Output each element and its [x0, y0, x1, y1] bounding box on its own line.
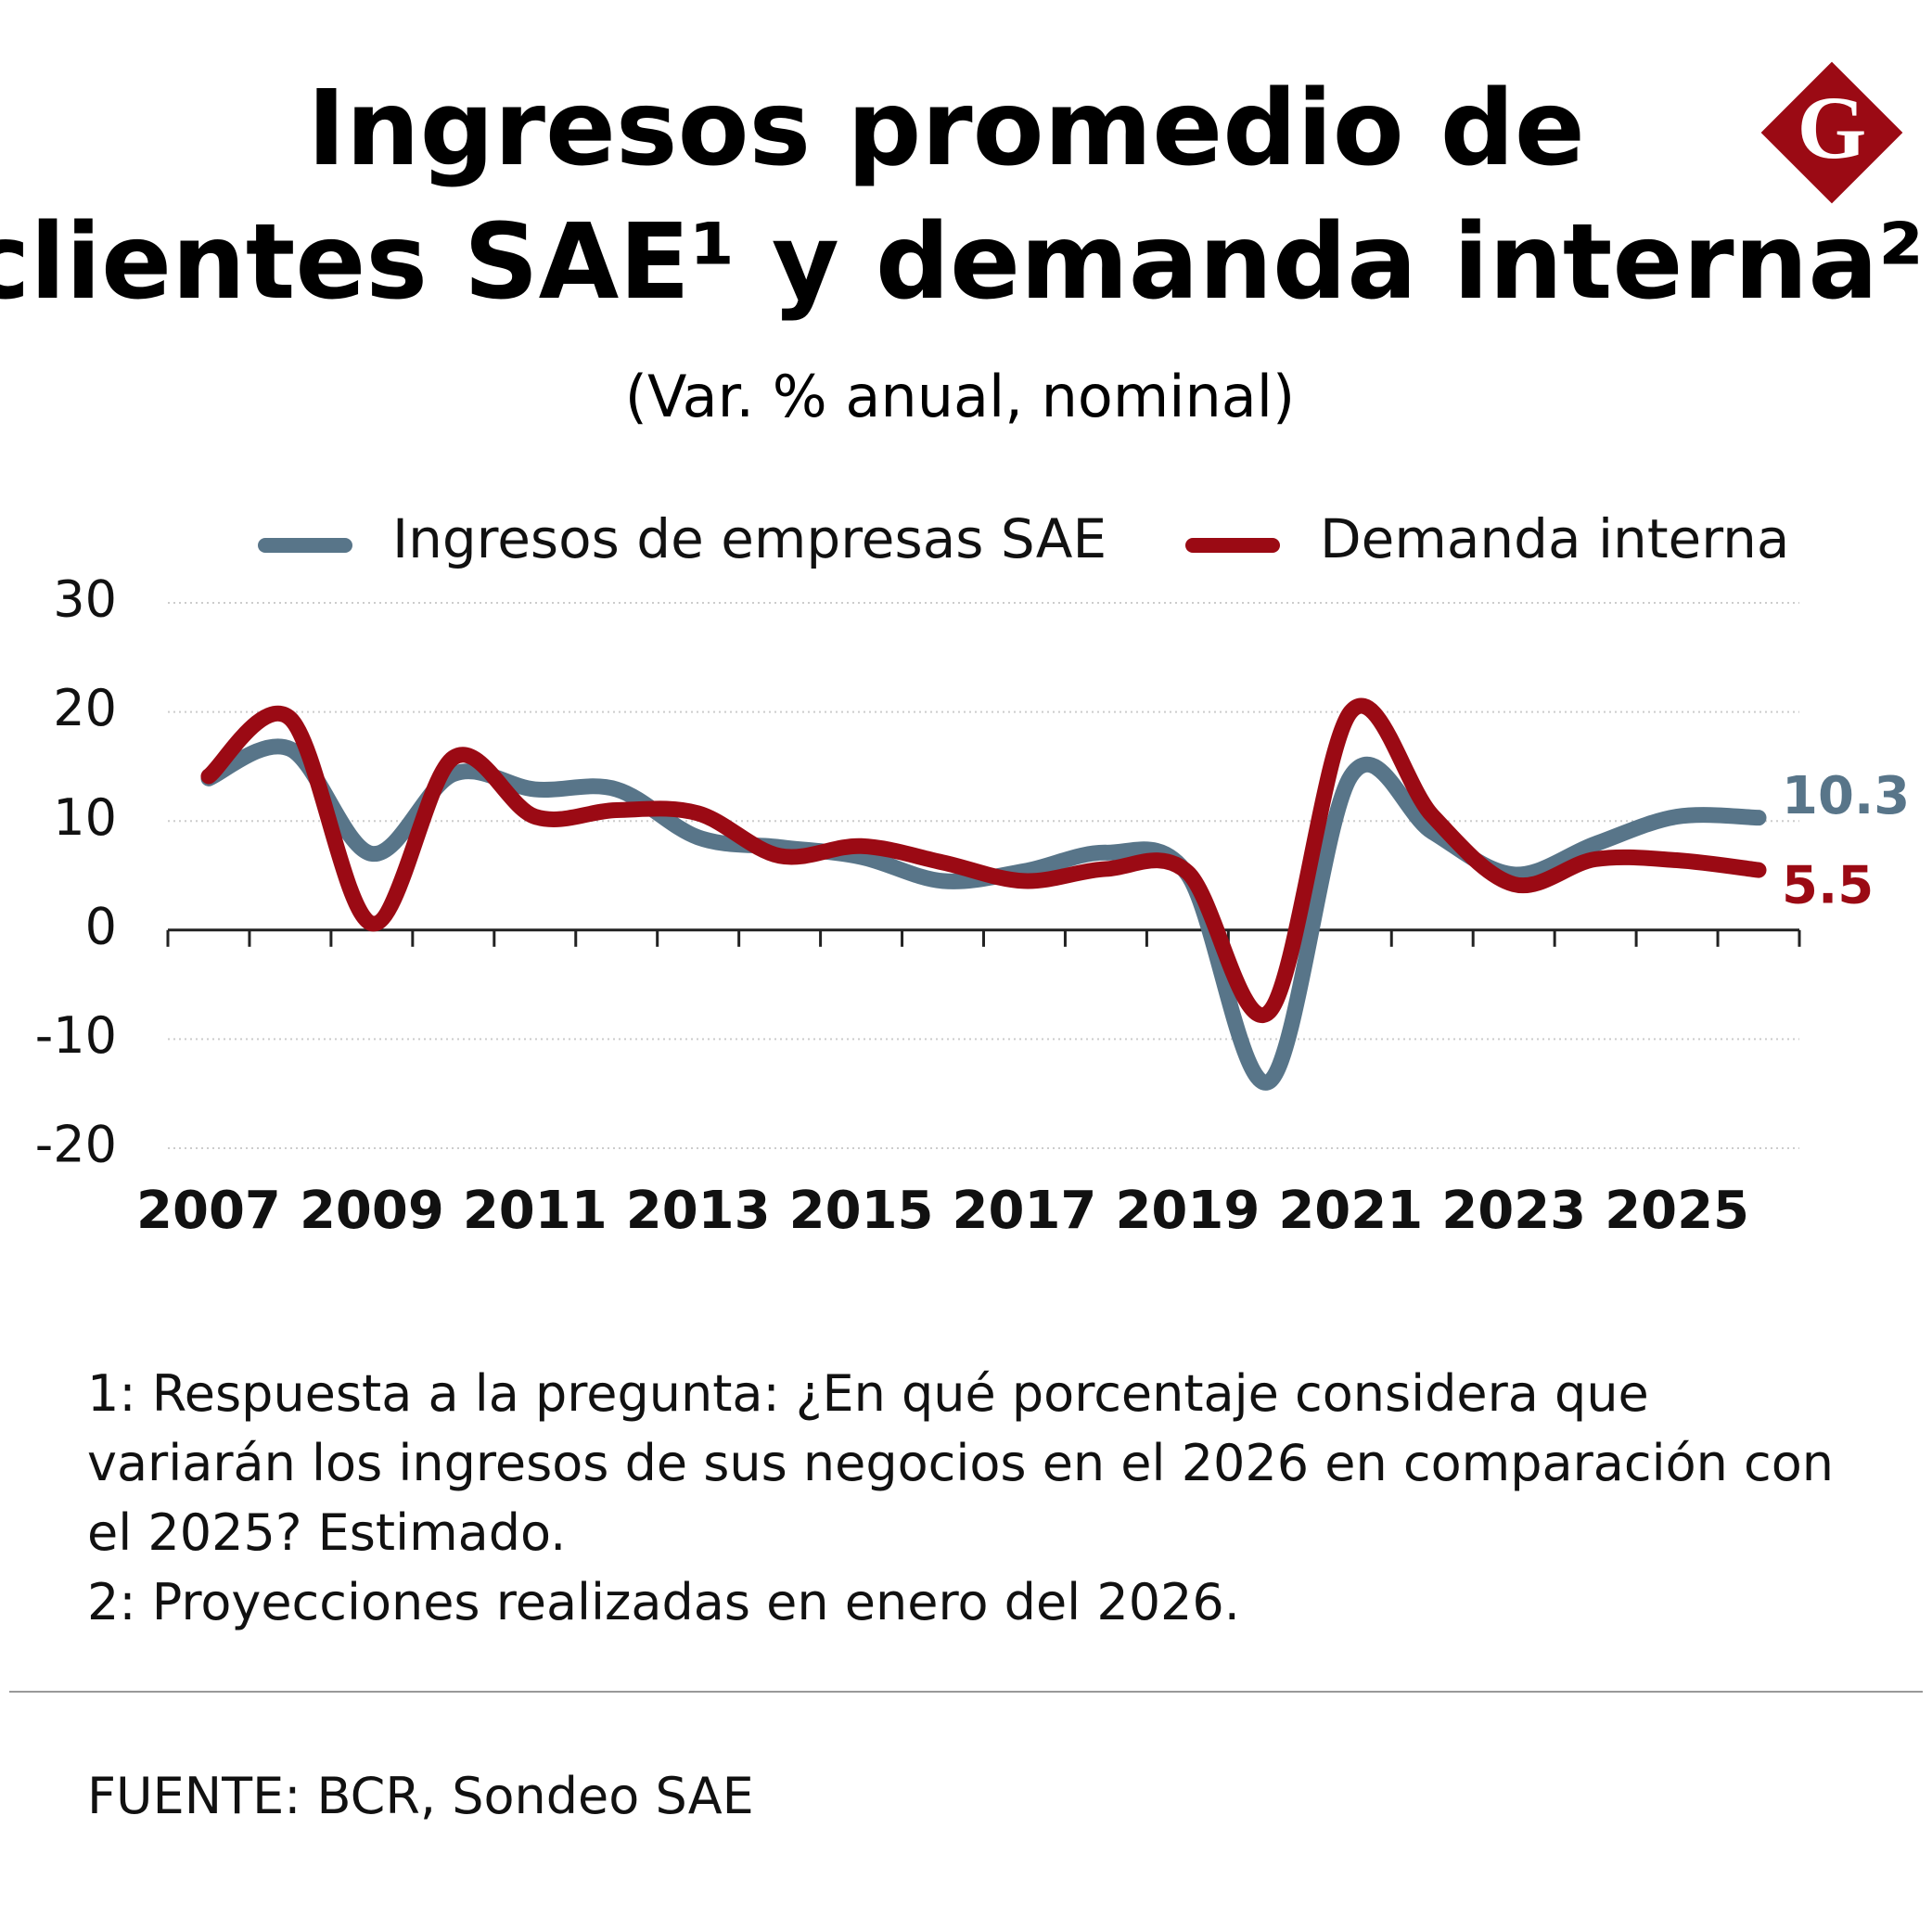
x-tick-label: 2023	[1441, 1181, 1586, 1241]
x-tick-label: 2015	[789, 1181, 934, 1241]
x-tick-label: 2019	[1115, 1181, 1260, 1241]
line	[200, 738, 1767, 1091]
end-label: 10.3	[1782, 766, 1910, 826]
y-tick-label: -10	[35, 1006, 117, 1065]
source: FUENTE: BCR, Sondeo SAE	[87, 1767, 754, 1825]
note: 2: Proyecciones realizadas en enero del …	[87, 1573, 1240, 1631]
y-tick-label: -20	[35, 1116, 117, 1174]
chart-title: clientes SAE¹ y demanda interna²	[0, 202, 1924, 323]
x-tick-label: 2009	[300, 1181, 444, 1241]
line	[200, 697, 1767, 1023]
y-tick-label: 0	[85, 897, 117, 955]
x-tick-label: 2011	[463, 1181, 608, 1241]
logo	[1760, 61, 1903, 204]
y-tick-label: 10	[53, 788, 117, 847]
chart-title: Ingresos promedio de	[307, 69, 1585, 189]
legend-label: Ingresos de empresas SAE	[392, 507, 1107, 570]
x-tick-label: 2017	[953, 1181, 1097, 1241]
x-tick-label: 2007	[136, 1181, 281, 1241]
y-tick-label: 20	[53, 679, 117, 737]
note: 1: Respuesta a la pregunta: ¿En qué porc…	[87, 1364, 1834, 1562]
x-tick-label: 2025	[1605, 1181, 1749, 1241]
notes: 1: Respuesta a la pregunta: ¿En qué porc…	[87, 1359, 1849, 1637]
logo-text: G	[1798, 78, 1867, 177]
y-tick-label: 30	[53, 570, 117, 629]
end-label: 5.5	[1782, 855, 1874, 915]
chart-subtitle: (Var. % anual, nominal)	[625, 363, 1295, 430]
legend-label: Demanda interna	[1320, 507, 1789, 570]
x-tick-label: 2021	[1278, 1181, 1423, 1241]
x-tick-label: 2013	[626, 1181, 771, 1241]
